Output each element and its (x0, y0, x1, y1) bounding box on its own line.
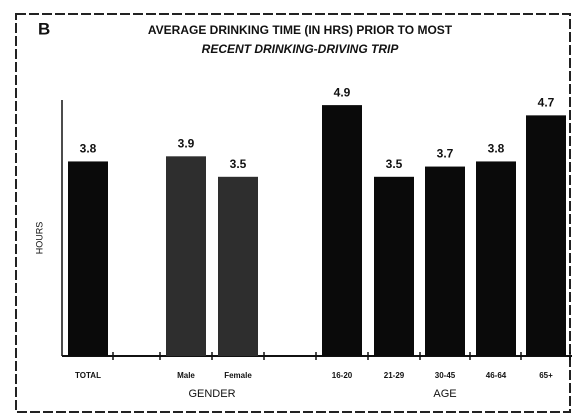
value-label: 3.7 (437, 147, 454, 161)
bar (476, 161, 516, 356)
value-label: 3.8 (488, 142, 505, 156)
chart-title: RECENT DRINKING-DRIVING TRIP (202, 42, 400, 56)
bar (526, 115, 566, 356)
x-tick-label: Male (177, 371, 195, 380)
bar (218, 176, 258, 356)
bar (425, 166, 465, 356)
x-tick-label: 21-29 (384, 371, 405, 380)
x-tick-label: 30-45 (435, 371, 456, 380)
x-tick-label: 16-20 (332, 371, 353, 380)
group-label: AGE (433, 388, 456, 400)
group-label: GENDER (188, 388, 235, 400)
bar (374, 176, 414, 356)
bar (68, 161, 108, 356)
panel-label: B (38, 19, 50, 38)
value-label: 3.5 (386, 157, 403, 171)
x-tick-label: 65+ (539, 371, 553, 380)
bar (322, 105, 362, 357)
chart-title: AVERAGE DRINKING TIME (IN HRS) PRIOR TO … (148, 23, 453, 37)
x-tick-label: TOTAL (75, 371, 101, 380)
y-axis-label: HOURS (34, 222, 44, 255)
frame (15, 13, 571, 413)
bar (166, 156, 206, 356)
value-label: 3.9 (178, 136, 195, 150)
value-label: 3.8 (80, 142, 97, 156)
x-tick-label: 46-64 (486, 371, 507, 380)
value-label: 4.7 (538, 96, 555, 110)
value-label: 3.5 (230, 157, 247, 171)
value-label: 4.9 (334, 85, 351, 99)
x-tick-label: Female (224, 371, 252, 380)
